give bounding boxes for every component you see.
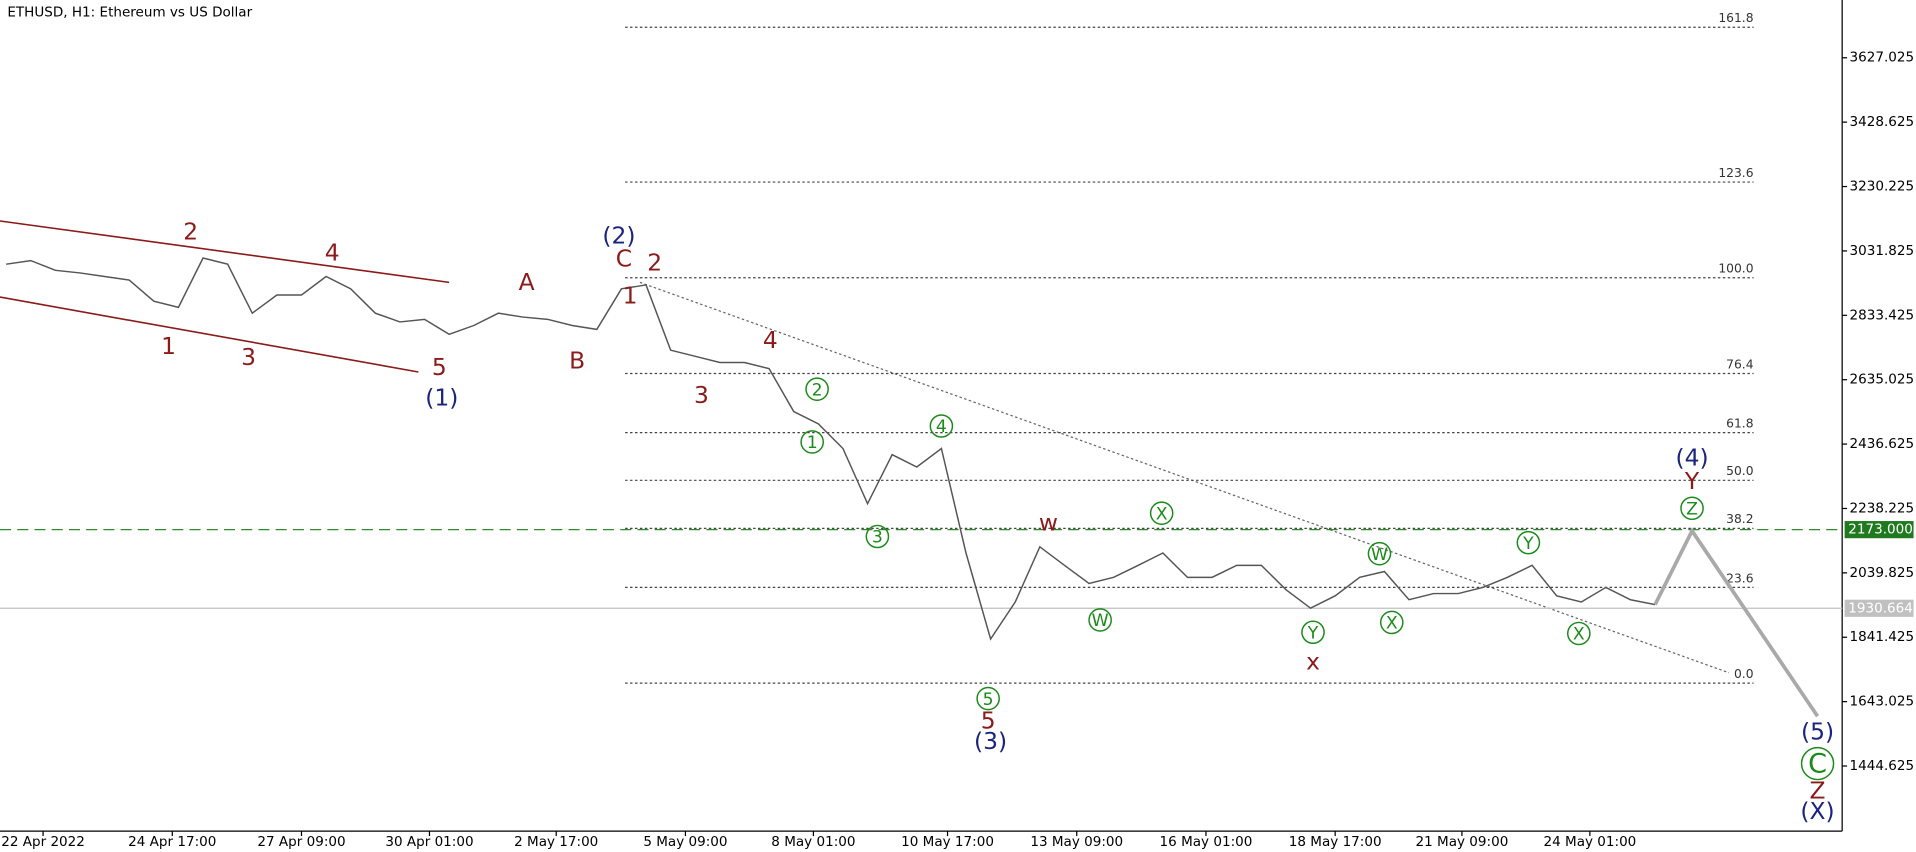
wave-label: Z	[1810, 776, 1826, 804]
y-tick-label: 3230.225	[1850, 179, 1915, 195]
wave-label: 5	[983, 690, 994, 710]
wave-label: 2	[812, 380, 823, 400]
wave-label: Y	[1522, 534, 1534, 554]
wave-label: 3	[241, 343, 256, 371]
fib-label: 23.6	[1726, 571, 1754, 585]
wave-circle	[865, 524, 890, 549]
wave-label: 5	[432, 353, 447, 381]
wave-label: (1)	[425, 384, 458, 412]
x-tick-label: 27 Apr 09:00	[257, 834, 345, 850]
x-tick-label: 22 Apr 2022	[1, 834, 85, 850]
x-tick-label: 2 May 17:00	[514, 834, 598, 850]
y-tick-label: 2436.625	[1850, 436, 1915, 452]
wave-label: C	[616, 245, 632, 273]
target-box	[1844, 521, 1914, 539]
fib-label: 161.8	[1718, 11, 1753, 25]
wave-label: W	[1092, 611, 1109, 631]
projection-path	[1653, 527, 1820, 718]
wave-circle	[976, 686, 1000, 711]
wave-label: Y	[1684, 467, 1700, 495]
fib-label: 100.0	[1718, 262, 1753, 276]
x-tick-label: 21 May 09:00	[1416, 834, 1509, 850]
wave-label: 1	[623, 282, 638, 310]
wave-label: w	[1039, 509, 1058, 537]
x-tick-label: 5 May 09:00	[643, 834, 727, 850]
trend-line	[639, 281, 1730, 674]
wave-label: X	[1386, 614, 1398, 634]
wave-circle	[1088, 608, 1112, 632]
wave-circle	[1516, 530, 1541, 555]
wave-label: (3)	[974, 727, 1007, 755]
x-tick-label: 16 May 01:00	[1160, 834, 1253, 850]
wave-circle	[800, 430, 824, 454]
wave-label: A	[519, 268, 535, 296]
y-tick-label: 3627.025	[1850, 50, 1915, 66]
fib-label: 123.6	[1718, 166, 1753, 180]
x-tick-label: 10 May 17:00	[901, 834, 994, 850]
fib-label: 61.8	[1726, 417, 1753, 431]
wave-label: 4	[936, 417, 947, 437]
wave-label: Z	[1686, 499, 1698, 519]
wave-label: (2)	[602, 221, 635, 249]
y-tick-label: 2635.025	[1850, 372, 1915, 388]
wave-circle	[1149, 501, 1174, 525]
wave-label: C	[1808, 748, 1827, 779]
target-label: 2173.000	[1848, 522, 1913, 538]
wave-label: W	[1371, 545, 1388, 565]
wave-label: 1	[807, 433, 818, 453]
y-tick-label: 1841.425	[1850, 629, 1915, 645]
fib-label: 50.0	[1726, 464, 1753, 478]
wave-label: 3	[694, 381, 709, 409]
wave-label: Y	[1307, 623, 1319, 643]
fib-label: 0.0	[1734, 667, 1754, 681]
wave-label: X	[1156, 504, 1168, 524]
x-tick-label: 30 Apr 01:00	[385, 834, 473, 850]
x-tick-label: 18 May 17:00	[1289, 834, 1382, 850]
wave-label: (X)	[1800, 797, 1834, 825]
wave-label: X	[1573, 625, 1585, 645]
x-tick-label: 13 May 09:00	[1030, 834, 1123, 850]
wave-label: B	[569, 347, 585, 375]
current-price-label: 1930.664	[1848, 600, 1913, 616]
wave-label: 2	[183, 218, 198, 246]
wave-circle	[1379, 610, 1404, 635]
wave-circle	[929, 414, 954, 438]
wave-circle	[1301, 620, 1325, 645]
y-tick-label: 2833.425	[1850, 307, 1915, 323]
chart-title: ETHUSD, H1: Ethereum vs US Dollar	[7, 4, 252, 20]
wave-label: 4	[763, 326, 778, 354]
y-tick-label: 3031.825	[1850, 243, 1915, 259]
y-tick-label: 1444.625	[1850, 758, 1915, 774]
wave-circle	[1367, 541, 1392, 566]
fib-label: 76.4	[1726, 357, 1754, 371]
wave-label: (5)	[1801, 717, 1834, 745]
y-tick-label: 1643.025	[1850, 694, 1915, 710]
x-tick-label: 24 Apr 17:00	[128, 834, 216, 850]
wave-label: 1	[161, 332, 176, 360]
y-tick-label: 2039.825	[1850, 565, 1915, 581]
wave-label: (4)	[1675, 444, 1708, 472]
wave-circle	[1680, 496, 1704, 521]
x-tick-label: 8 May 01:00	[771, 834, 855, 850]
price-line	[6, 257, 1656, 641]
wave-label: 5	[981, 706, 996, 734]
wave-label: 3	[872, 528, 883, 548]
wave-label: 4	[325, 239, 340, 267]
y-tick-label: 2238.225	[1850, 500, 1915, 516]
channel-line	[0, 296, 419, 373]
fib-label: 38.2	[1726, 512, 1753, 526]
wave-label: 2	[647, 248, 662, 276]
channel-line	[0, 220, 450, 284]
y-tick-label: 3428.625	[1850, 114, 1915, 130]
wave-label: x	[1306, 647, 1320, 675]
wave-circle	[805, 377, 829, 401]
wave-circle	[1800, 746, 1835, 781]
current-price-box	[1844, 599, 1914, 617]
wave-circle	[1567, 621, 1591, 646]
x-tick-label: 24 May 01:00	[1544, 834, 1637, 850]
